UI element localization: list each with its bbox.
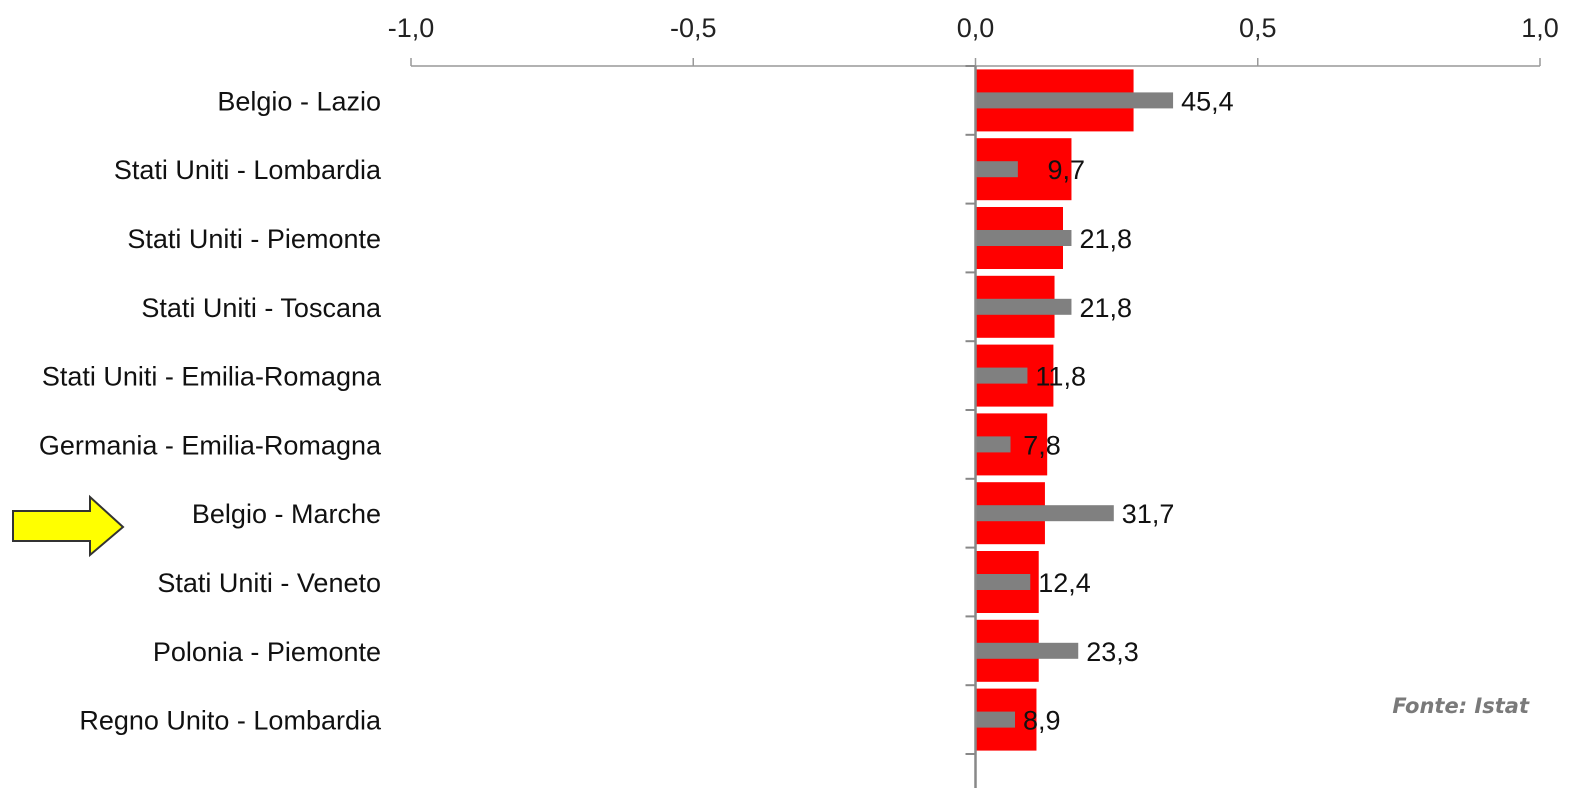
data-label: 21,8 xyxy=(1079,224,1132,254)
category-label: Stati Uniti - Emilia-Romagna xyxy=(42,362,382,392)
bar-gray-series xyxy=(975,711,1016,728)
data-label: 12,4 xyxy=(1038,568,1091,598)
bar-gray-series xyxy=(975,92,1174,109)
bar-gray-series xyxy=(975,230,1072,246)
category-label: Stati Uniti - Toscana xyxy=(141,293,382,323)
bar-gray-series xyxy=(975,574,1031,590)
bar-gray-series xyxy=(975,367,1028,384)
bar-gray-series xyxy=(975,436,1011,453)
source-note: Fonte: Istat xyxy=(1392,694,1529,718)
data-label: 7,8 xyxy=(1023,430,1061,460)
category-label: Belgio - Lazio xyxy=(217,86,381,116)
category-label: Polonia - Piemonte xyxy=(153,637,381,667)
data-label: 31,7 xyxy=(1122,499,1175,529)
right-arrow-icon xyxy=(12,494,125,558)
x-tick-label: 0,0 xyxy=(957,13,995,43)
data-label: 45,4 xyxy=(1181,86,1234,116)
x-tick-label: -1,0 xyxy=(388,13,435,43)
data-label: 9,7 xyxy=(1047,155,1085,185)
category-label: Belgio - Marche xyxy=(192,499,381,529)
bar-gray-series xyxy=(975,642,1079,659)
category-label: Germania - Emilia-Romagna xyxy=(39,430,382,460)
data-label: 23,3 xyxy=(1086,637,1139,667)
x-tick-label: 1,0 xyxy=(1521,13,1559,43)
category-label: Stati Uniti - Veneto xyxy=(157,568,381,598)
category-label: Stati Uniti - Piemonte xyxy=(127,224,381,254)
category-label: Regno Unito - Lombardia xyxy=(79,706,382,736)
bar-gray-series xyxy=(975,505,1114,522)
data-label: 11,8 xyxy=(1035,362,1086,392)
category-label: Stati Uniti - Lombardia xyxy=(114,155,382,185)
data-label: 8,9 xyxy=(1023,706,1061,736)
data-label: 21,8 xyxy=(1079,293,1132,323)
bar-gray-series xyxy=(975,161,1018,178)
x-tick-label: 0,5 xyxy=(1239,13,1277,43)
x-tick-label: -0,5 xyxy=(670,13,717,43)
bar-gray-series xyxy=(975,298,1072,315)
